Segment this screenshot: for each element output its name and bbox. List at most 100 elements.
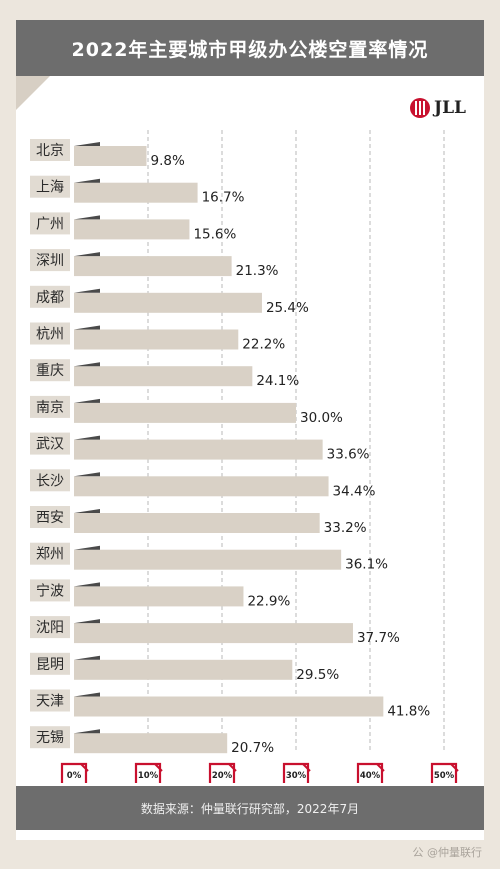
data-label: 25.4% bbox=[266, 300, 309, 316]
category-box bbox=[30, 395, 70, 418]
bar bbox=[74, 256, 232, 277]
tick-badge-accent bbox=[228, 763, 237, 772]
watermark: 公 @仲量联行 bbox=[412, 846, 483, 859]
bar-wedge bbox=[74, 142, 100, 146]
data-label: 33.2% bbox=[324, 520, 367, 536]
category-box bbox=[30, 542, 70, 565]
data-label: 30.0% bbox=[300, 410, 343, 426]
tick-badge bbox=[134, 762, 162, 783]
bar bbox=[74, 366, 253, 387]
category-label: 北京 bbox=[36, 143, 64, 159]
category-label: 西安 bbox=[36, 510, 64, 526]
tick-badge bbox=[430, 762, 458, 783]
data-label: 24.1% bbox=[256, 373, 299, 389]
x-tick-label: 20% bbox=[212, 771, 233, 781]
data-label: 21.3% bbox=[236, 263, 279, 279]
category-box bbox=[30, 175, 70, 198]
category-label: 成都 bbox=[36, 290, 64, 306]
category-box bbox=[30, 432, 70, 455]
category-box bbox=[30, 579, 70, 602]
category-box bbox=[30, 506, 70, 528]
category-box bbox=[30, 322, 70, 345]
x-tick-label: 40% bbox=[360, 771, 381, 781]
bar bbox=[74, 476, 329, 497]
category-label: 长沙 bbox=[36, 473, 64, 489]
category-label: 天津 bbox=[36, 694, 64, 710]
data-label: 33.6% bbox=[327, 447, 370, 463]
source-note: 数据来源：仲量联行研究部，2022年7月 bbox=[16, 786, 484, 830]
data-label: 9.8% bbox=[151, 153, 185, 169]
data-label: 22.9% bbox=[247, 593, 290, 609]
category-label: 武汉 bbox=[36, 437, 64, 453]
category-label: 昆明 bbox=[36, 657, 64, 673]
category-label: 深圳 bbox=[36, 253, 64, 269]
category-label: 无锡 bbox=[36, 730, 64, 746]
bar-wedge bbox=[74, 215, 100, 220]
x-tick-label: 10% bbox=[138, 771, 159, 781]
category-box bbox=[30, 469, 70, 492]
bar-wedge bbox=[74, 582, 100, 587]
bar bbox=[74, 696, 384, 717]
category-label: 郑州 bbox=[36, 547, 64, 563]
bar bbox=[74, 182, 198, 203]
category-label: 杭州 bbox=[36, 327, 64, 343]
bar bbox=[74, 586, 244, 607]
bar-wedge bbox=[74, 729, 100, 734]
bar bbox=[74, 623, 353, 644]
category-label: 宁波 bbox=[36, 582, 64, 599]
category-box bbox=[30, 359, 70, 382]
bar bbox=[74, 733, 228, 754]
tick-badge bbox=[282, 762, 310, 783]
bar bbox=[74, 513, 320, 533]
bar-wedge bbox=[74, 435, 100, 440]
bar-wedge bbox=[74, 692, 100, 697]
tick-badge-accent bbox=[450, 763, 459, 772]
bar-wedge bbox=[74, 509, 100, 513]
data-label: 36.1% bbox=[345, 557, 388, 573]
category-box bbox=[30, 212, 70, 235]
data-label: 20.7% bbox=[231, 740, 274, 756]
bar-wedge bbox=[74, 655, 100, 660]
bar bbox=[74, 292, 262, 313]
tick-badge bbox=[356, 762, 384, 783]
bar-wedge bbox=[74, 362, 100, 367]
x-tick-label: 0% bbox=[67, 771, 82, 781]
category-box bbox=[30, 139, 70, 161]
category-box bbox=[30, 726, 70, 749]
tick-badge-accent bbox=[376, 763, 385, 772]
bar-wedge bbox=[74, 288, 100, 293]
jll-logo-text: JLL bbox=[434, 98, 466, 118]
bar-wedge bbox=[74, 545, 100, 550]
category-box bbox=[30, 616, 70, 639]
chart-title: 2022年主要城市甲级办公楼空置率情况 bbox=[16, 20, 484, 76]
bar bbox=[74, 329, 239, 350]
bar-wedge bbox=[74, 178, 100, 183]
category-box bbox=[30, 285, 70, 308]
tick-badge bbox=[208, 762, 236, 783]
data-label: 15.6% bbox=[193, 226, 236, 242]
category-label: 上海 bbox=[36, 180, 64, 196]
bar bbox=[74, 219, 190, 240]
bar-wedge bbox=[74, 325, 100, 330]
category-label: 重庆 bbox=[36, 363, 64, 379]
category-box bbox=[30, 689, 70, 712]
jll-logo: JLL bbox=[410, 96, 466, 120]
jll-logo-icon bbox=[410, 98, 431, 118]
bar bbox=[74, 402, 296, 423]
corner-decoration bbox=[16, 76, 50, 110]
category-label: 广州 bbox=[36, 216, 64, 232]
category-label: 南京 bbox=[36, 400, 64, 416]
bar-wedge bbox=[74, 472, 100, 477]
data-label: 41.8% bbox=[387, 704, 430, 720]
category-label: 沈阳 bbox=[36, 620, 64, 636]
data-label: 37.7% bbox=[357, 630, 400, 646]
data-label: 34.4% bbox=[333, 483, 376, 499]
bar bbox=[74, 549, 342, 570]
x-tick-label: 50% bbox=[434, 771, 455, 781]
bar-wedge bbox=[74, 619, 100, 624]
bar bbox=[74, 659, 293, 680]
data-label: 29.5% bbox=[296, 667, 339, 683]
x-tick-label: 30% bbox=[286, 771, 307, 781]
bar bbox=[74, 439, 323, 460]
